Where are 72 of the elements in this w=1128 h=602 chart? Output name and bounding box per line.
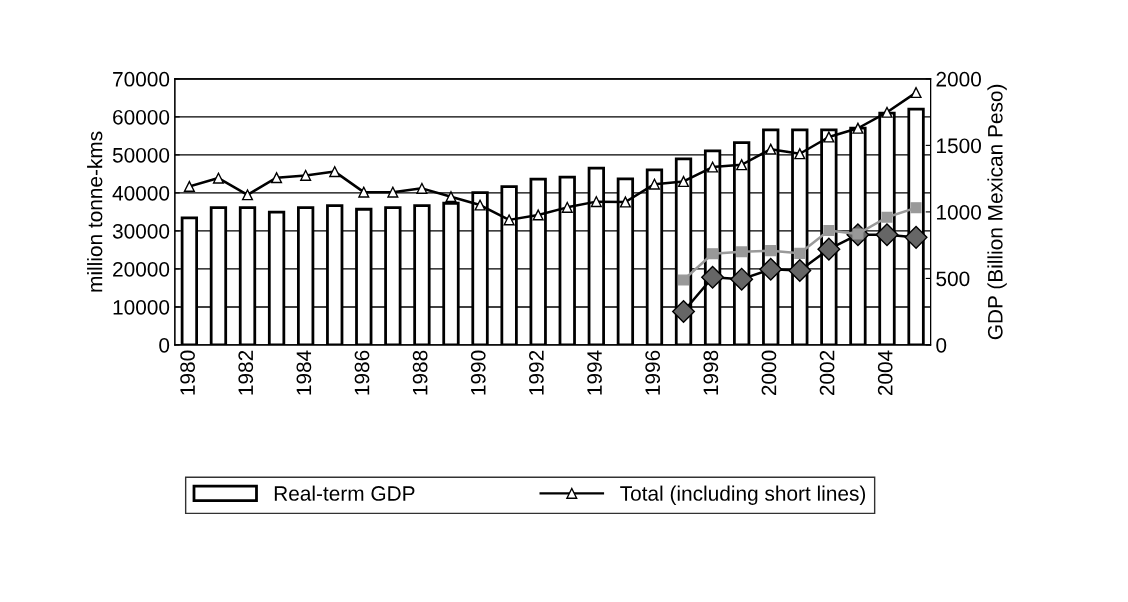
point (823, 131, 835, 143)
x-tick-label: 2002 (819, 350, 835, 396)
point (183, 180, 195, 192)
point (445, 191, 457, 203)
y2-tick-label: 1000 (937, 204, 981, 220)
x-tick-label: 1980 (180, 350, 195, 395)
point (271, 172, 283, 184)
point (707, 248, 719, 260)
x-tick-label: 1982 (238, 350, 254, 395)
legend-label: Total (including short lines) (620, 485, 866, 505)
y2-tick-label: 500 (936, 271, 970, 287)
point (532, 209, 544, 221)
x-tick-label: 1996 (645, 350, 661, 395)
point (904, 225, 928, 249)
y-tick-label: 60000 (113, 109, 170, 125)
y2-tick-label: 1500 (937, 138, 981, 154)
point (677, 175, 690, 188)
point (503, 214, 515, 226)
y-tick-label: 50000 (112, 147, 170, 163)
y-tick-label: 0 (159, 337, 170, 353)
x-tick-label: 1984 (296, 350, 312, 395)
point (416, 182, 428, 194)
x-tick-label: 1988 (412, 350, 428, 395)
x-tick-label: 1998 (703, 350, 719, 395)
x-tick-label: 1990 (470, 350, 486, 395)
y-tick-label: 20000 (113, 261, 170, 277)
y-axis-title: million tonne-kms (87, 131, 103, 292)
point (212, 172, 224, 184)
y-tick-label: 30000 (112, 223, 170, 239)
point (881, 106, 893, 118)
y2-axis-title: GDP (Billion Mexican Peso) (987, 84, 1007, 340)
point (794, 247, 806, 259)
point (817, 237, 841, 261)
x-tick-label: 1994 (587, 350, 602, 395)
point (300, 169, 312, 181)
point (677, 274, 690, 286)
point (794, 148, 806, 160)
y2-tick-label: 2000 (936, 71, 981, 87)
point (765, 245, 777, 257)
point (590, 196, 602, 208)
y-tick-label: 70000 (113, 71, 170, 87)
point (329, 166, 341, 178)
point (701, 265, 725, 289)
y2-tick-label: 0 (936, 337, 947, 353)
point (358, 186, 370, 198)
point (875, 223, 899, 247)
point (788, 258, 812, 282)
x-tick-label: 1986 (354, 350, 370, 395)
point (730, 267, 754, 291)
point (619, 196, 631, 208)
point (561, 201, 573, 213)
point (910, 202, 922, 214)
y-tick-label: 10000 (113, 299, 170, 315)
point (765, 143, 777, 155)
point (241, 189, 254, 201)
point (648, 178, 661, 190)
point (759, 257, 783, 281)
x-tick-label: 2004 (877, 350, 893, 396)
point (707, 161, 719, 173)
point (910, 86, 922, 99)
point (852, 122, 864, 134)
legend-label: Real-term GDP (274, 485, 415, 501)
x-tick-label: 2000 (761, 350, 777, 396)
x-tick-label: 1992 (529, 350, 544, 395)
point (881, 211, 893, 223)
point (736, 246, 748, 258)
point (474, 199, 486, 211)
point (387, 186, 399, 198)
point (823, 224, 835, 237)
point (736, 159, 748, 171)
y-tick-label: 40000 (112, 185, 170, 201)
point (672, 299, 696, 323)
